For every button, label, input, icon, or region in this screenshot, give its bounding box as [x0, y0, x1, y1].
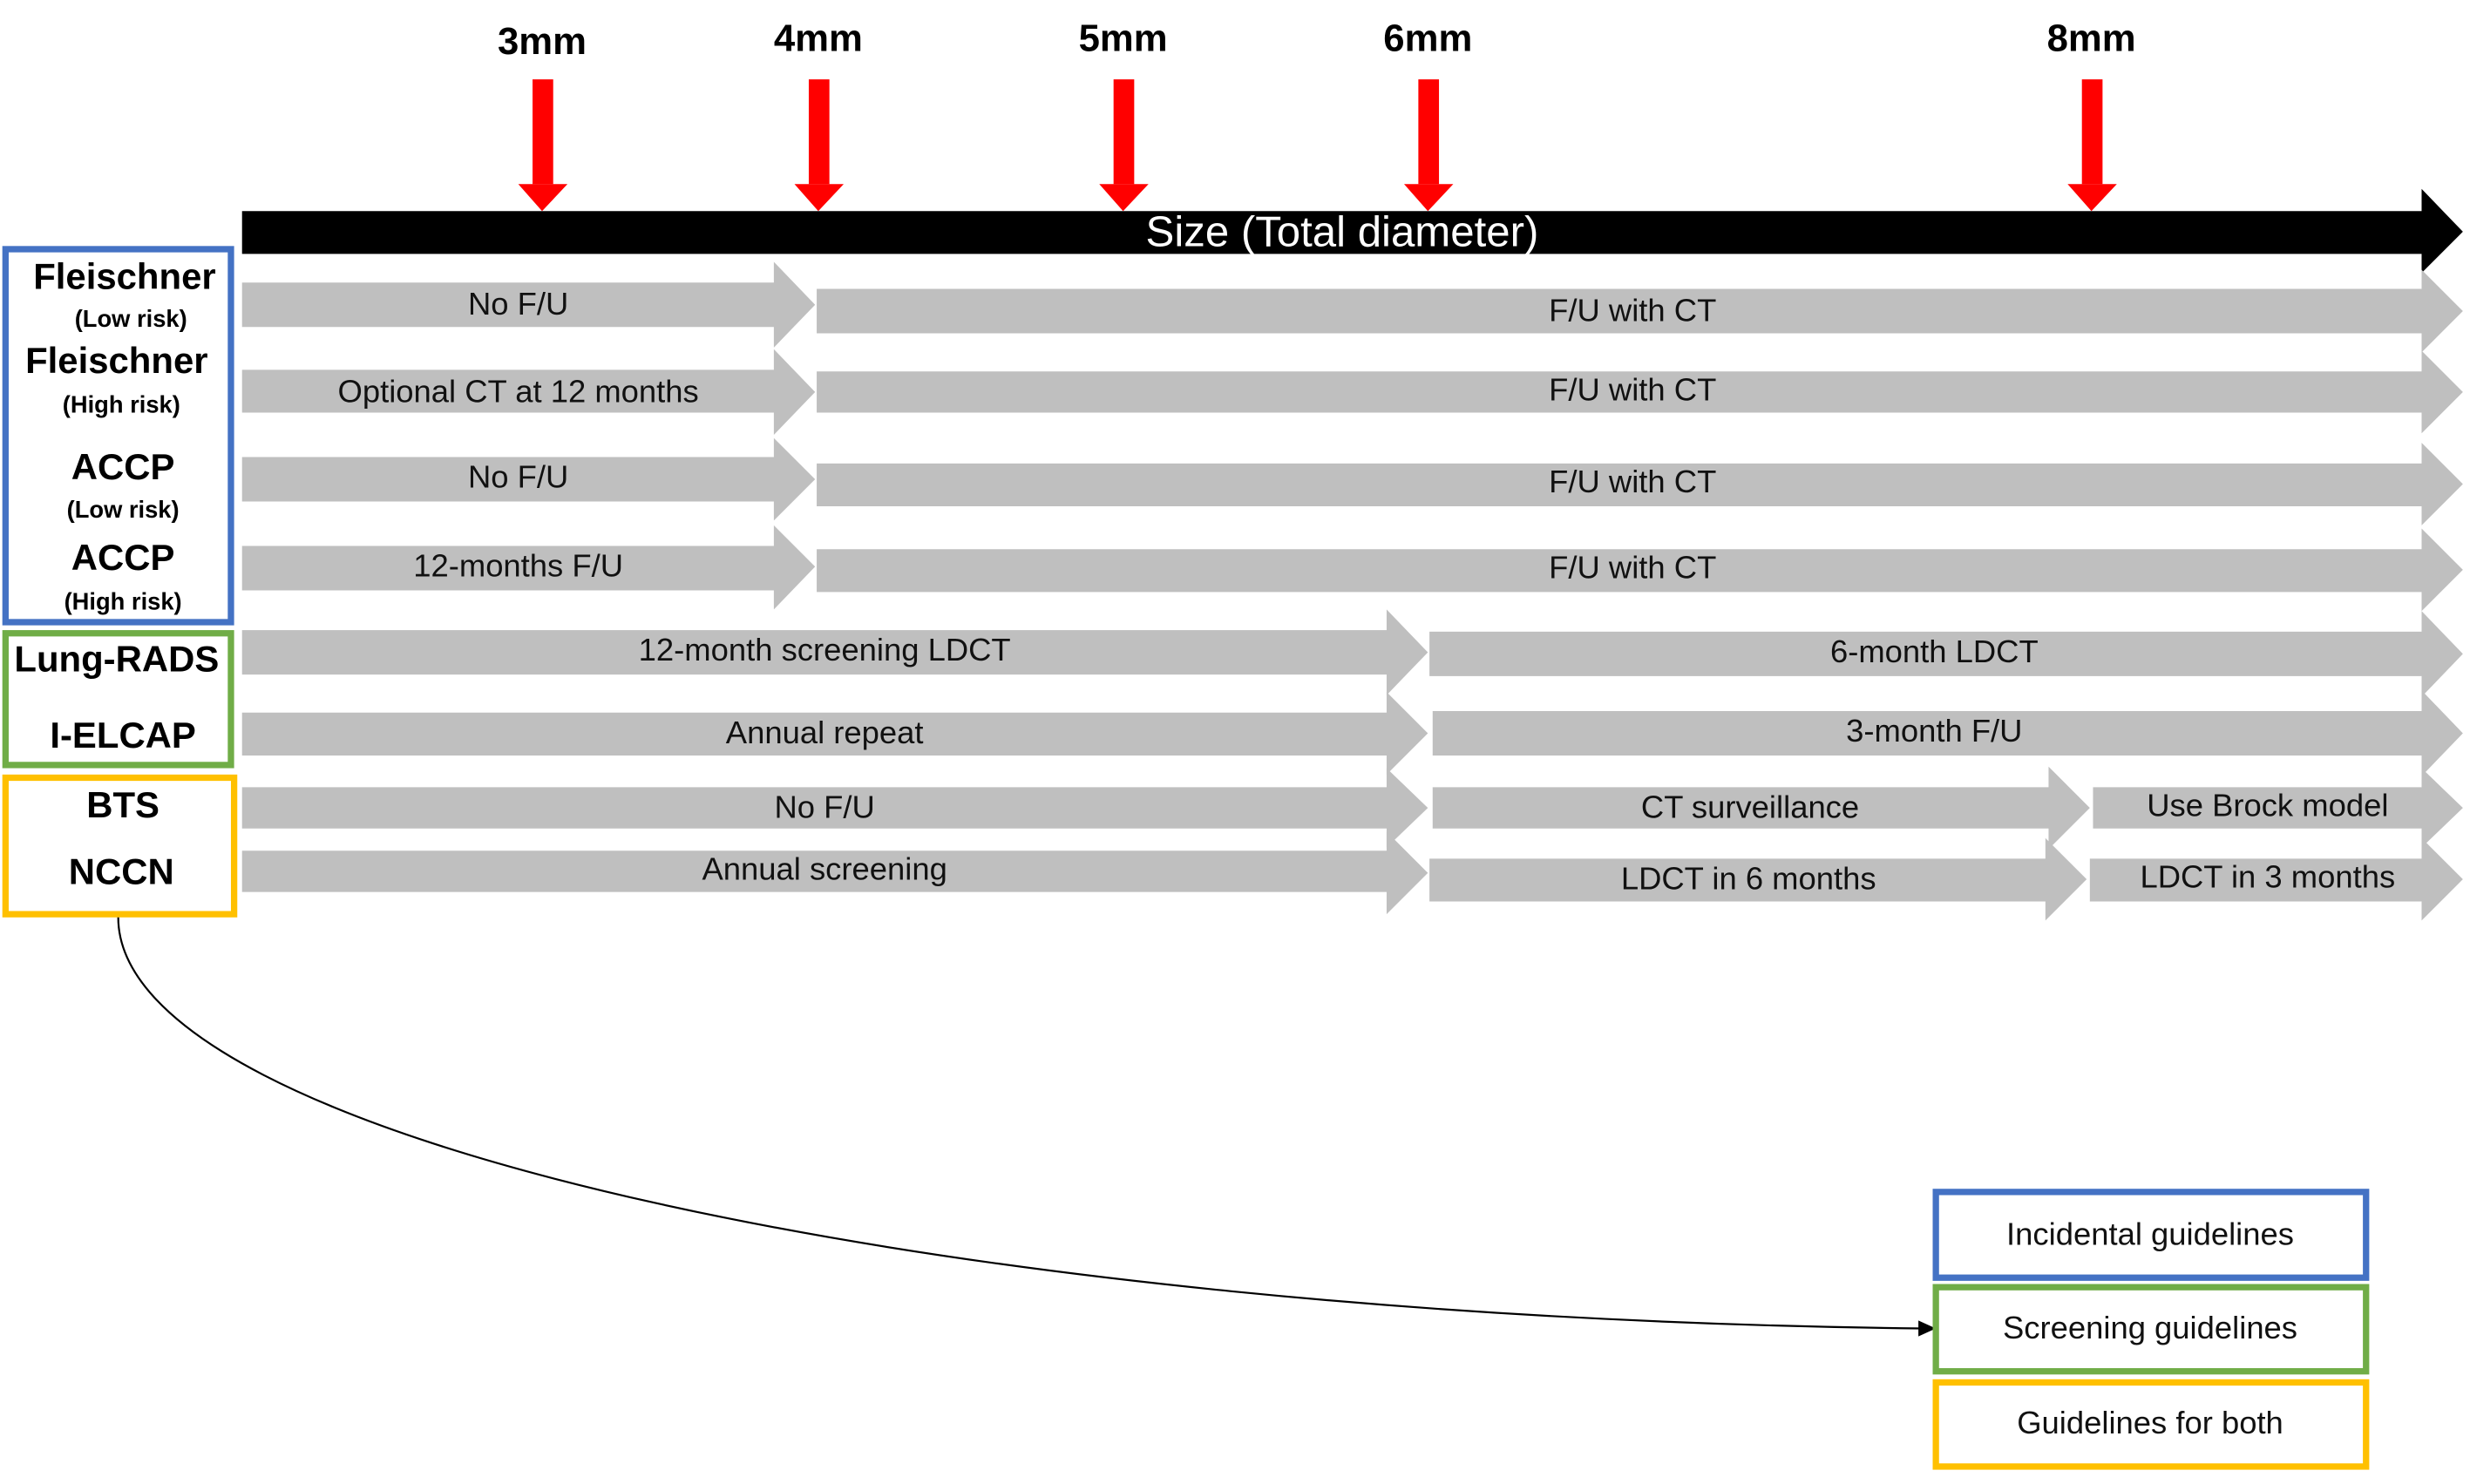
guideline-name: ACCP [71, 537, 175, 578]
bar-label: Optional CT at 12 months [338, 373, 699, 409]
bar-arrow [817, 269, 2463, 353]
bar-arrow [241, 261, 816, 348]
bar-label: LDCT in 6 months [1621, 860, 1876, 896]
guideline-name: NCCN [69, 851, 174, 892]
size-markers: 3mm 4mm 5mm 6mm 8mm [498, 17, 2136, 212]
bar-arrow [817, 528, 2463, 612]
guideline-name: I-ELCAP [50, 715, 196, 756]
bar-arrow [241, 349, 816, 436]
bar-label: F/U with CT [1549, 292, 1716, 328]
bar-label: 12-months F/U [413, 548, 623, 584]
bar-label: Annual repeat [726, 715, 924, 750]
connector [117, 917, 1937, 1337]
bar-arrow [1432, 766, 2090, 850]
marker-label: 8mm [2047, 17, 2136, 59]
legend-label: Guidelines for both [2017, 1405, 2283, 1440]
bar-arrow [241, 525, 816, 610]
bar-label: F/U with CT [1549, 464, 1716, 499]
guideline-name: Fleischner [25, 340, 207, 381]
bar-arrow [2093, 768, 2463, 848]
guideline-name: Fleischner [33, 255, 215, 296]
marker-3mm: 3mm [498, 20, 587, 212]
down-arrow-icon [518, 184, 568, 212]
bar-label: Annual screening [702, 851, 947, 887]
marker-4mm: 4mm [774, 17, 863, 212]
guideline-sub: (High risk) [64, 587, 182, 614]
bar-arrow [241, 768, 1428, 848]
bar-label: CT surveillance [1641, 789, 1859, 825]
incidental-group-box [2, 246, 234, 626]
guideline-sub: (High risk) [63, 391, 180, 418]
bar-arrow [241, 609, 1428, 695]
bar-arrow [2089, 837, 2463, 921]
bar-label: No F/U [468, 459, 568, 495]
marker-label: 5mm [1079, 17, 1168, 59]
arrowhead-icon [1918, 1320, 1937, 1337]
both-group-box [2, 774, 238, 918]
guideline-labels: Fleischner (Low risk) Fleischner (High r… [2, 246, 238, 918]
marker-label: 4mm [774, 17, 863, 59]
legend: Incidental guidelines Screening guidelin… [1932, 1189, 2370, 1470]
axis-label: Size (Total diameter) [1146, 208, 1539, 256]
bar-label: F/U with CT [1549, 550, 1716, 586]
bar-arrow [1429, 837, 2087, 921]
legend-label: Incidental guidelines [2006, 1216, 2294, 1251]
bar-label: No F/U [468, 286, 568, 322]
size-axis-arrow: Size (Total diameter) [241, 188, 2463, 274]
bar-label: F/U with CT [1549, 372, 1716, 408]
marker-8mm: 8mm [2047, 17, 2136, 212]
bars: No F/U F/U with CT Optional CT at 12 mon… [241, 261, 2463, 921]
bar-arrow [241, 831, 1428, 915]
screening-group-box [2, 630, 234, 769]
bar-label: Use Brock model [2147, 788, 2388, 823]
bar-arrow [1429, 611, 2463, 697]
down-arrow-icon [794, 184, 845, 212]
marker-label: 6mm [1383, 17, 1472, 59]
guideline-sub: (Low risk) [75, 305, 187, 332]
legend-both [1932, 1379, 2370, 1470]
marker-5mm: 5mm [1079, 17, 1168, 212]
bar-arrow [817, 350, 2463, 434]
legend-screening [1932, 1284, 2370, 1375]
marker-6mm: 6mm [1383, 17, 1472, 212]
guideline-name: Lung-RADS [14, 638, 219, 679]
down-arrow-icon [2067, 184, 2117, 212]
guideline-sub: (Low risk) [67, 496, 180, 523]
down-arrow-icon [1099, 184, 1149, 212]
marker-label: 3mm [498, 20, 587, 63]
bar-label: 3-month F/U [1846, 713, 2022, 749]
legend-label: Screening guidelines [2003, 1310, 2297, 1345]
bar-label: 6-month LDCT [1830, 634, 2039, 669]
bar-arrow [241, 692, 1428, 775]
bar-label: No F/U [775, 789, 875, 825]
bar-arrow [1432, 690, 2463, 776]
bar-label: 12-month screening LDCT [639, 632, 1011, 667]
guideline-name: BTS [86, 784, 159, 825]
legend-incidental [1932, 1189, 2370, 1281]
bar-arrow [241, 437, 816, 521]
guideline-name: ACCP [71, 446, 175, 487]
bar-label: LDCT in 3 months [2140, 859, 2395, 895]
down-arrow-icon [1403, 184, 1454, 212]
